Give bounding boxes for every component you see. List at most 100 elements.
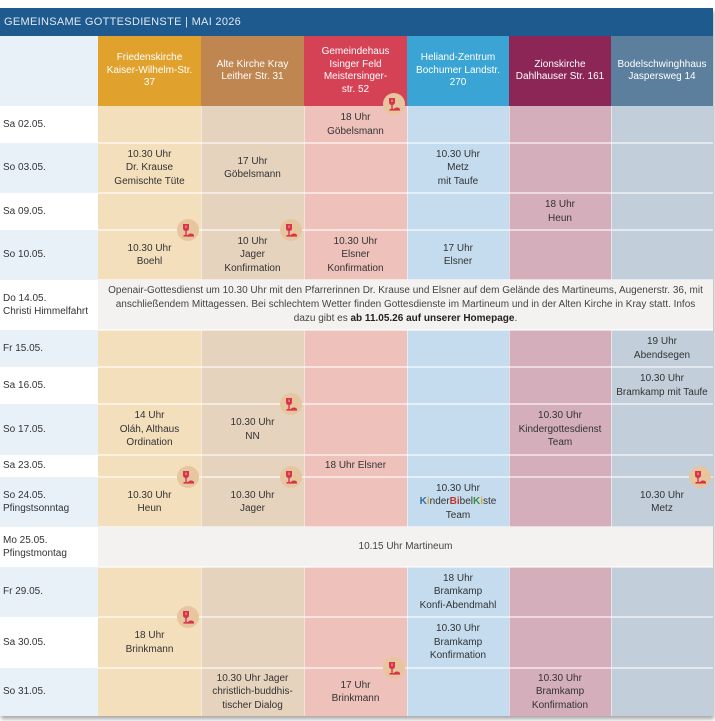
communion-icon [177, 219, 199, 241]
announcement-text: 10.15 Uhr Martineum [359, 540, 453, 554]
column-divider [407, 106, 408, 716]
row-date: Fr 15.05. [0, 330, 98, 367]
row-divider [98, 329, 713, 331]
chalice-bread-icon [286, 223, 298, 237]
chalice-bread-icon [183, 470, 195, 484]
service-entry-alte-kirche: 10 Uhr Jager Konfirmation [224, 235, 281, 274]
service-schedule: GEMEINSAME GOTTESDIENSTE | MAI 2026 Frie… [0, 8, 713, 716]
service-line: Team [445, 509, 471, 521]
announcement-body: 10.15 Uhr Martineum [358, 541, 453, 552]
row-divider [98, 566, 713, 568]
service-entry-zionskirche: 10.30 Uhr Bramkamp Konfirmation [531, 672, 589, 711]
communion-icon [383, 93, 405, 115]
chalice-bread-icon [286, 470, 298, 484]
service-entry-gemeindehaus: 10.30 Uhr Elsner Konfirmation [327, 235, 384, 274]
schedule-banner: GEMEINSAME GOTTESDIENSTE | MAI 2026 [0, 8, 713, 36]
kinderbibelkiste-part: Bi [449, 496, 460, 508]
communion-icon [177, 466, 199, 488]
service-entry-friedenskirche: 10.30 Uhr Heun [127, 489, 172, 515]
service-entry-friedenskirche: 18 Uhr Brinkmann [125, 630, 174, 655]
row-divider [98, 616, 713, 618]
column-body-zionskirche [509, 106, 611, 716]
column-divider [304, 106, 305, 716]
column-header-heliand: Heliand-Zentrum Bochumer Landstr. 270 [407, 36, 509, 106]
row-date: Sa 23.05. [0, 455, 98, 477]
column-header-bodelschwingh: Bodelschwinghhaus Jaspersweg 14 [611, 36, 713, 106]
column-body-gemeindehaus [304, 106, 407, 716]
row-date: Mo 25.05. Pfingstmontag [0, 527, 98, 567]
row-divider [98, 192, 713, 194]
service-entry-zionskirche: 18 Uhr Heun [544, 199, 575, 224]
row-divider [98, 279, 713, 281]
chalice-bread-icon [695, 470, 707, 484]
service-entry-heliand: 10.30 Uhr Bramkamp Konfirmation [429, 623, 487, 662]
service-entry-bodelschwingh: 10.30 Uhr Metz [640, 489, 684, 515]
kinderbibelkiste-part: K [419, 496, 427, 508]
chalice-bread-icon [389, 661, 401, 675]
communion-icon [280, 219, 302, 241]
row-divider [98, 142, 713, 144]
service-entry-bodelschwingh: 19 Uhr Abendsegen [633, 336, 691, 361]
service-entry-alte-kirche: 10.30 Uhr NN [230, 417, 275, 442]
service-entry-friedenskirche: 14 Uhr Oláh, Althaus Ordination [119, 410, 180, 449]
kinderbibelkiste-part: nder [429, 496, 450, 508]
kinderbibelkiste-part: i [480, 496, 484, 508]
spanning-announcement: Openair-Gottesdienst um 10.30 Uhr mit de… [98, 280, 713, 330]
communion-icon [280, 466, 302, 488]
column-divider [201, 106, 202, 716]
column-header-friedenskirche: Friedenskirche Kaiser-Wilhelm-Str. 37 [98, 36, 201, 106]
service-entry-alte-kirche: 10.30 Uhr Jager christlich-buddhis- tisc… [212, 672, 293, 711]
kinderbibelkiste-part: bel [459, 496, 474, 508]
column-header-gemeindehaus: Gemeindehaus Isinger Feld Meistersinger-… [304, 36, 407, 106]
row-date: Sa 02.05. [0, 106, 98, 143]
row-date: So 31.05. [0, 668, 98, 716]
date-column-header [0, 36, 98, 106]
service-entry-heliand: 17 Uhr Elsner [442, 242, 473, 268]
communion-icon [177, 606, 199, 628]
row-date: So 24.05. Pfingstsonntag [0, 477, 98, 527]
row-date: Sa 16.05. [0, 367, 98, 404]
column-body-heliand [407, 106, 509, 716]
service-entry-alte-kirche: 10.30 Uhr Jager [230, 489, 275, 515]
service-entry-heliand: 18 Uhr Bramkamp Konfi-Abendmahl [419, 572, 497, 611]
service-entry-gemeindehaus: 17 Uhr Brinkmann [331, 679, 380, 705]
chalice-bread-icon [389, 97, 401, 111]
row-date: So 03.05. [0, 143, 98, 193]
spanning-announcement: 10.15 Uhr Martineum [98, 527, 713, 567]
service-entry-zionskirche: 10.30 Uhr Kindergottesdienst Team [518, 410, 602, 449]
chalice-bread-icon [286, 397, 298, 411]
chalice-bread-icon [183, 223, 195, 237]
column-header-alte-kirche: Alte Kirche Kray Leither Str. 31 [201, 36, 304, 106]
row-divider [98, 403, 713, 405]
row-divider [98, 526, 713, 528]
column-divider [509, 106, 510, 716]
communion-icon [383, 657, 405, 679]
service-entry-gemeindehaus: 18 Uhr Göbelsmann [327, 112, 384, 137]
service-entry-gemeindehaus: 18 Uhr Elsner [324, 460, 387, 472]
service-entry-heliand: 10.30 Uhr KinderBibelKiste Team [407, 477, 509, 527]
announcement-body: Openair-Gottesdienst um 10.30 Uhr mit de… [108, 285, 703, 324]
row-date: So 17.05. [0, 404, 98, 455]
announcement-text: Openair-Gottesdienst um 10.30 Uhr mit de… [104, 284, 707, 326]
service-entry-friedenskirche: 10.30 Uhr Boehl [127, 242, 172, 268]
row-divider [98, 454, 713, 456]
row-divider [98, 476, 713, 478]
column-body-bodelschwingh [611, 106, 713, 716]
column-divider [611, 106, 612, 716]
service-entry-friedenskirche: 10.30 Uhr Dr. Krause Gemischte Tüte [114, 148, 185, 187]
row-divider [98, 667, 713, 669]
communion-icon [280, 393, 302, 415]
service-entry-bodelschwingh: 10.30 Uhr Bramkamp mit Taufe [616, 373, 708, 398]
service-entry-alte-kirche: 17 Uhr Göbelsmann [224, 155, 281, 181]
row-date: Do 14.05. Christi Himmelfahrt [0, 280, 98, 330]
row-divider [98, 366, 713, 368]
row-divider [98, 229, 713, 231]
service-entry-heliand: 10.30 Uhr Metz mit Taufe [436, 148, 480, 187]
chalice-bread-icon [183, 610, 195, 624]
announcement-tail: . [514, 313, 518, 324]
kinderbibelkiste-part: i [426, 496, 430, 508]
service-line: 10.30 Uhr [436, 482, 480, 494]
column-header-zionskirche: Zionskirche Dahlhauser Str. 161 [509, 36, 611, 106]
kinderbibelkiste-part: ste [483, 496, 497, 508]
row-date: Sa 09.05. [0, 193, 98, 230]
